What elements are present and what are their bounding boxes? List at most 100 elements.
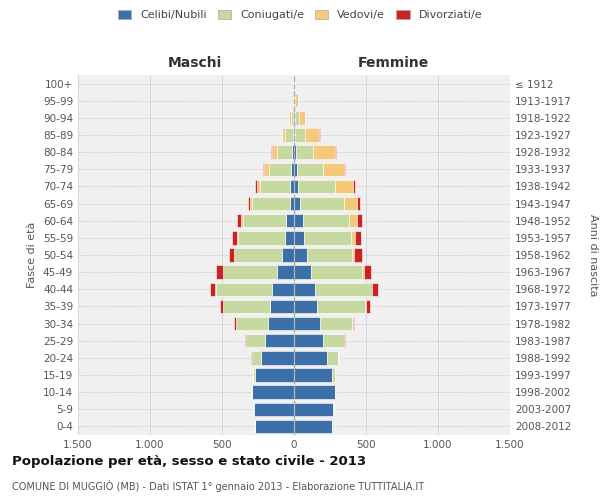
Bar bbox=[294, 146, 296, 159]
Bar bbox=[285, 128, 293, 141]
Bar bbox=[323, 334, 344, 347]
Bar bbox=[286, 214, 294, 228]
Bar bbox=[373, 282, 378, 296]
Bar bbox=[250, 197, 252, 210]
Bar bbox=[293, 128, 294, 141]
Bar bbox=[355, 248, 362, 262]
Bar bbox=[294, 386, 335, 399]
Bar bbox=[215, 282, 272, 296]
Text: Femmine: Femmine bbox=[358, 56, 429, 70]
Bar bbox=[255, 180, 257, 193]
Bar bbox=[366, 300, 370, 313]
Bar bbox=[317, 300, 365, 313]
Bar bbox=[320, 317, 352, 330]
Bar bbox=[290, 197, 294, 210]
Bar bbox=[305, 128, 319, 141]
Bar bbox=[265, 334, 294, 347]
Bar bbox=[251, 386, 252, 399]
Text: Popolazione per età, sesso e stato civile - 2013: Popolazione per età, sesso e stato civil… bbox=[12, 455, 366, 468]
Bar bbox=[292, 146, 294, 159]
Bar bbox=[353, 317, 354, 330]
Bar bbox=[295, 128, 305, 141]
Bar bbox=[290, 180, 294, 193]
Bar bbox=[355, 231, 361, 244]
Bar bbox=[307, 248, 352, 262]
Bar bbox=[237, 214, 241, 228]
Bar bbox=[277, 266, 294, 279]
Bar bbox=[234, 248, 283, 262]
Bar bbox=[265, 162, 269, 176]
Bar bbox=[356, 214, 362, 228]
Bar bbox=[298, 180, 335, 193]
Bar bbox=[233, 248, 234, 262]
Bar bbox=[295, 94, 298, 108]
Bar bbox=[344, 162, 345, 176]
Text: COMUNE DI MUGGIÒ (MB) - Dati ISTAT 1° gennaio 2013 - Elaborazione TUTTITALIA.IT: COMUNE DI MUGGIÒ (MB) - Dati ISTAT 1° ge… bbox=[12, 480, 424, 492]
Bar bbox=[253, 368, 255, 382]
Bar bbox=[353, 180, 355, 193]
Bar bbox=[352, 248, 355, 262]
Bar bbox=[255, 368, 294, 382]
Bar bbox=[260, 180, 290, 193]
Bar bbox=[335, 180, 353, 193]
Bar bbox=[289, 111, 290, 124]
Bar bbox=[236, 317, 268, 330]
Bar bbox=[362, 266, 364, 279]
Bar bbox=[297, 162, 323, 176]
Bar bbox=[295, 111, 299, 124]
Bar bbox=[311, 266, 362, 279]
Bar bbox=[252, 197, 290, 210]
Bar bbox=[232, 231, 236, 244]
Bar bbox=[290, 111, 293, 124]
Bar bbox=[294, 111, 295, 124]
Bar bbox=[356, 197, 359, 210]
Bar bbox=[257, 180, 260, 193]
Bar bbox=[364, 266, 371, 279]
Bar bbox=[291, 162, 294, 176]
Bar bbox=[243, 214, 286, 228]
Bar bbox=[332, 368, 335, 382]
Bar bbox=[294, 420, 332, 433]
Bar bbox=[210, 282, 215, 296]
Bar bbox=[234, 317, 236, 330]
Bar bbox=[294, 300, 317, 313]
Bar bbox=[365, 300, 366, 313]
Bar bbox=[251, 351, 261, 364]
Bar bbox=[277, 146, 292, 159]
Bar bbox=[294, 197, 300, 210]
Bar bbox=[349, 214, 356, 228]
Bar bbox=[270, 300, 294, 313]
Bar bbox=[294, 128, 295, 141]
Bar bbox=[223, 300, 270, 313]
Text: Maschi: Maschi bbox=[167, 56, 222, 70]
Bar bbox=[294, 402, 333, 416]
Bar bbox=[215, 266, 223, 279]
Bar bbox=[294, 214, 302, 228]
Bar bbox=[328, 351, 338, 364]
Bar bbox=[313, 146, 335, 159]
Bar bbox=[372, 282, 373, 296]
Bar bbox=[294, 282, 315, 296]
Bar bbox=[248, 197, 250, 210]
Bar bbox=[294, 317, 320, 330]
Bar bbox=[269, 162, 291, 176]
Bar bbox=[229, 248, 233, 262]
Bar bbox=[294, 180, 298, 193]
Bar bbox=[254, 402, 294, 416]
Bar bbox=[284, 231, 294, 244]
Bar bbox=[299, 111, 305, 124]
Bar bbox=[294, 162, 297, 176]
Bar bbox=[220, 300, 223, 313]
Bar bbox=[255, 420, 294, 433]
Bar bbox=[294, 94, 295, 108]
Bar bbox=[294, 334, 323, 347]
Y-axis label: Anni di nascita: Anni di nascita bbox=[588, 214, 598, 296]
Bar bbox=[283, 248, 294, 262]
Bar bbox=[223, 266, 277, 279]
Bar bbox=[268, 317, 294, 330]
Bar bbox=[252, 386, 294, 399]
Bar bbox=[302, 214, 349, 228]
Bar bbox=[261, 351, 294, 364]
Bar bbox=[323, 162, 344, 176]
Legend: Celibi/Nubili, Coniugati/e, Vedovi/e, Divorziati/e: Celibi/Nubili, Coniugati/e, Vedovi/e, Di… bbox=[113, 6, 487, 25]
